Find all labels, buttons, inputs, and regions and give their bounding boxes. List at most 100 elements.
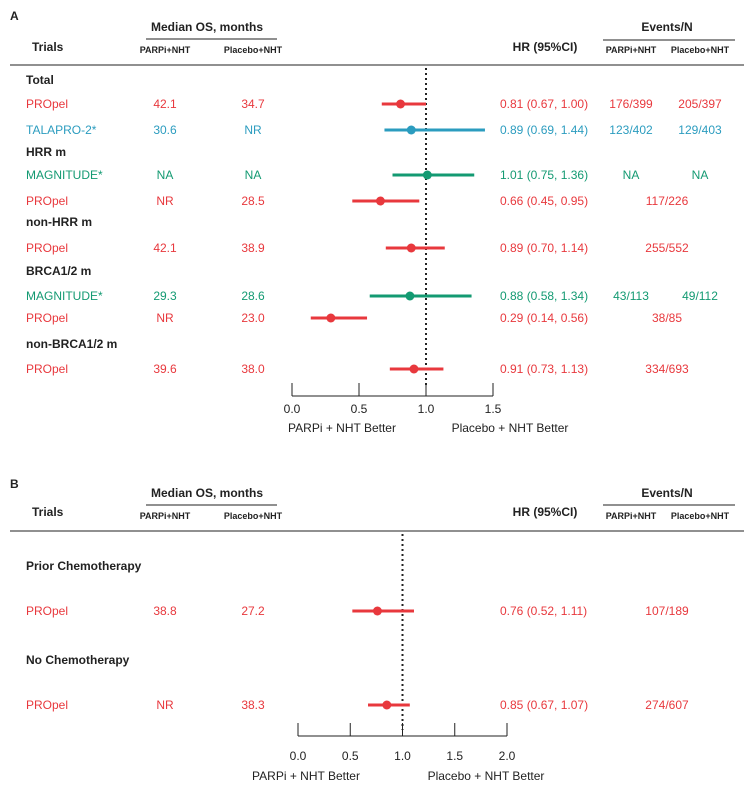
events-placebo: 129/403 [678,123,722,137]
parpi-median-os: 38.8 [153,604,177,618]
trial-name: PROpel [26,97,68,111]
hazard-ratio-point [372,606,382,616]
trials-header: Trials [32,40,64,54]
x-tick-label: 0.0 [284,402,301,416]
events-placebo-header: Placebo+NHT [671,45,730,55]
parpi-median-os: NR [156,311,174,325]
events-placebo: 205/397 [678,97,722,111]
parpi-median-os: 42.1 [153,241,177,255]
trial-name: PROpel [26,194,68,208]
parpi-os-header: PARPi+NHT [140,511,191,521]
events-parpi-header: PARPi+NHT [606,511,657,521]
placebo-median-os: 38.9 [241,241,265,255]
hazard-ratio-point [406,125,416,135]
x-tick-label: 1.0 [394,749,411,763]
hazard-ratio-ci: 0.89 (0.69, 1.44) [500,123,588,137]
parpi-median-os: 29.3 [153,289,177,303]
hazard-ratio-point [382,700,392,710]
parpi-median-os: 30.6 [153,123,177,137]
placebo-os-header: Placebo+NHT [224,45,283,55]
hr-header: HR (95%CI) [513,505,578,519]
events-parpi: 123/402 [609,123,653,137]
placebo-median-os: NR [244,123,262,137]
hazard-ratio-point [396,99,406,109]
median-os-header: Median OS, months [151,20,263,34]
hazard-ratio-ci: 0.66 (0.45, 0.95) [500,194,588,208]
placebo-os-header: Placebo+NHT [224,511,283,521]
parpi-better-label: PARPi + NHT Better [288,421,396,435]
x-tick-label: 2.0 [499,749,516,763]
hazard-ratio-ci: 0.88 (0.58, 1.34) [500,289,588,303]
hazard-ratio-ci: 0.81 (0.67, 1.00) [500,97,588,111]
subgroup-label: No Chemotherapy [26,653,130,667]
events-total: 38/85 [652,311,682,325]
hazard-ratio-point [422,170,432,180]
events-parpi: 176/399 [609,97,653,111]
hazard-ratio-point [406,243,416,253]
events-placebo: 49/112 [682,289,718,303]
panel-label: A [10,9,19,23]
events-placebo-header: Placebo+NHT [671,511,730,521]
x-tick-label: 0.5 [351,402,368,416]
trial-name: MAGNITUDE* [26,289,103,303]
hazard-ratio-point [409,364,419,374]
hazard-ratio-ci: 0.89 (0.70, 1.14) [500,241,588,255]
subgroup-label: Prior Chemotherapy [26,559,142,573]
parpi-median-os: NR [156,194,174,208]
subgroup-label: Total [26,73,54,87]
trials-header: Trials [32,505,64,519]
hazard-ratio-point [326,313,336,323]
events-header: Events/N [641,20,692,34]
hazard-ratio-point [375,196,385,206]
placebo-median-os: 23.0 [241,311,265,325]
x-tick-label: 1.5 [446,749,463,763]
subgroup-label: BRCA1/2 m [26,264,91,278]
median-os-header: Median OS, months [151,486,263,500]
events-total: 274/607 [645,698,689,712]
parpi-median-os: 42.1 [153,97,177,111]
placebo-median-os: 28.6 [241,289,265,303]
events-header: Events/N [641,486,692,500]
x-tick-label: 1.0 [418,402,435,416]
hazard-ratio-ci: 0.85 (0.67, 1.07) [500,698,588,712]
x-tick-label: 1.5 [485,402,502,416]
placebo-median-os: 38.3 [241,698,265,712]
events-total: 107/189 [645,604,689,618]
hazard-ratio-ci: 0.91 (0.73, 1.13) [500,362,588,376]
events-total: 334/693 [645,362,689,376]
subgroup-label: non-BRCA1/2 m [26,337,117,351]
x-tick-label: 0.0 [290,749,307,763]
parpi-os-header: PARPi+NHT [140,45,191,55]
events-parpi: 43/113 [613,289,649,303]
parpi-median-os: NR [156,698,174,712]
trial-name: MAGNITUDE* [26,168,103,182]
hazard-ratio-ci: 1.01 (0.75, 1.36) [500,168,588,182]
placebo-median-os: 27.2 [241,604,265,618]
placebo-median-os: 38.0 [241,362,265,376]
events-total: 117/226 [646,194,689,208]
trial-name: PROpel [26,362,68,376]
events-parpi-header: PARPi+NHT [606,45,657,55]
subgroup-label: non-HRR m [26,215,92,229]
subgroup-label: HRR m [26,145,66,159]
parpi-better-label: PARPi + NHT Better [252,769,360,783]
trial-name: PROpel [26,311,68,325]
events-placebo: NA [692,168,709,182]
trial-name: TALAPRO-2* [26,123,97,137]
panel-label: B [10,477,19,491]
events-parpi: NA [623,168,640,182]
placebo-median-os: NA [245,168,262,182]
placebo-median-os: 34.7 [241,97,265,111]
trial-name: PROpel [26,241,68,255]
placebo-better-label: Placebo + NHT Better [452,421,569,435]
hr-header: HR (95%CI) [513,40,578,54]
x-tick-label: 0.5 [342,749,359,763]
hazard-ratio-ci: 0.76 (0.52, 1.11) [500,604,587,618]
hazard-ratio-point [405,291,415,301]
parpi-median-os: 39.6 [153,362,177,376]
parpi-median-os: NA [157,168,174,182]
placebo-median-os: 28.5 [241,194,265,208]
hazard-ratio-ci: 0.29 (0.14, 0.56) [500,311,588,325]
trial-name: PROpel [26,698,68,712]
